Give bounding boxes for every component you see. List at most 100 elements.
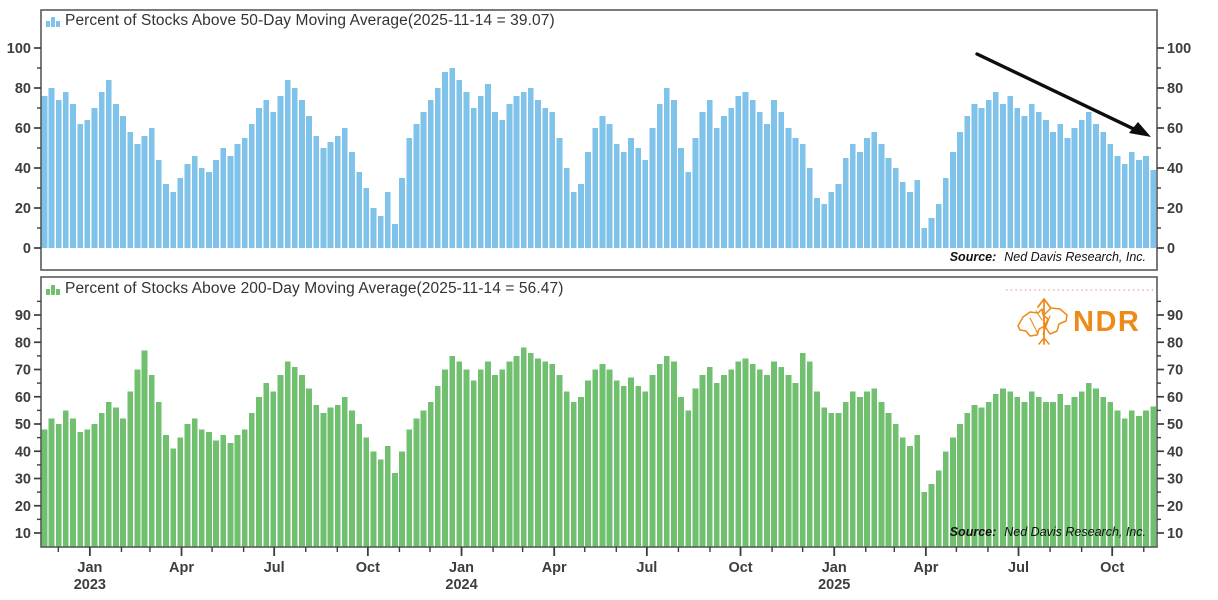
bar [492, 374, 498, 547]
y-tick-label: 70 [1167, 363, 1183, 379]
bar [835, 184, 842, 248]
bar [606, 124, 613, 248]
bar [70, 418, 76, 547]
bar [764, 374, 770, 547]
bar [1043, 402, 1049, 547]
bar [570, 402, 577, 547]
y-tick-label: 20 [1167, 499, 1183, 515]
bar [48, 88, 55, 248]
bar [249, 124, 255, 248]
bar [1064, 138, 1071, 248]
bar [306, 116, 312, 248]
bar [392, 473, 398, 547]
bar [98, 413, 105, 547]
bar [928, 483, 935, 547]
source-line-top: Source: Ned Davis Research, Inc. [950, 250, 1146, 264]
bar [442, 72, 448, 248]
bar [1064, 404, 1071, 547]
bar [792, 383, 799, 548]
bar [213, 160, 219, 248]
bar [849, 391, 856, 547]
bar [406, 138, 413, 248]
bar [370, 451, 377, 547]
bar [435, 88, 441, 248]
bar [485, 84, 491, 248]
bar [156, 160, 162, 248]
y-tick-label: 20 [15, 201, 31, 217]
bar [1150, 169, 1157, 248]
x-tick-month-label: Jan [77, 560, 102, 576]
bar [556, 138, 563, 248]
bar [449, 355, 456, 548]
bar [685, 172, 692, 248]
bar [950, 437, 956, 548]
bar [1043, 120, 1049, 248]
y-tick-label: 60 [1167, 390, 1183, 406]
x-tick-year-label: 2025 [818, 577, 850, 593]
bar [742, 358, 749, 547]
bar [284, 80, 291, 248]
bar [105, 402, 112, 547]
bar [656, 364, 663, 547]
bar [234, 144, 241, 248]
y-tick-label: 30 [15, 472, 31, 488]
bar [764, 124, 770, 248]
y-tick-label: 0 [1167, 241, 1175, 257]
bar [84, 429, 91, 547]
y-tick-label: 40 [15, 161, 31, 177]
bar [756, 112, 763, 248]
bar [1114, 410, 1121, 548]
bar [177, 178, 184, 248]
bar [234, 434, 241, 547]
bar [384, 445, 391, 547]
bar [277, 96, 284, 248]
bar [127, 391, 134, 547]
x-tick-year-label: 2024 [445, 577, 477, 593]
bar [907, 445, 913, 547]
x-tick-month-label: Apr [542, 560, 567, 576]
bar [621, 152, 627, 248]
title-200-day-chart: Percent of Stocks Above 200-Day Moving A… [46, 280, 563, 298]
source-label: Source: [949, 525, 997, 539]
bar [821, 407, 828, 547]
bar [456, 361, 463, 547]
bar [1114, 156, 1121, 248]
bar [191, 156, 198, 248]
bar [921, 228, 928, 248]
bar [542, 361, 549, 547]
y-tick-label: 80 [15, 335, 31, 351]
bar [220, 434, 227, 547]
bar [1007, 391, 1014, 547]
bar [198, 429, 205, 547]
bar [556, 374, 563, 547]
bar [771, 100, 777, 248]
bar [728, 108, 735, 248]
bar [714, 128, 720, 248]
bar [935, 470, 942, 547]
title-50-day-chart: Percent of Stocks Above 50-Day Moving Av… [46, 12, 555, 30]
bar [728, 369, 735, 547]
bar [299, 374, 305, 547]
bar [1078, 391, 1085, 547]
bar [406, 429, 413, 547]
bar [377, 216, 384, 248]
bar [649, 128, 656, 248]
bar [291, 366, 298, 547]
bar [678, 396, 684, 547]
bar [1021, 116, 1028, 248]
bar [1100, 396, 1107, 547]
y-tick-label: 80 [1167, 335, 1183, 351]
bar [742, 92, 749, 248]
bar [878, 144, 885, 248]
bar [1107, 144, 1114, 248]
bar [520, 92, 527, 248]
bar [435, 385, 441, 547]
bar [1007, 96, 1014, 248]
bar [1021, 402, 1028, 547]
bar [1086, 383, 1092, 548]
bar [1136, 160, 1142, 248]
bar [313, 404, 320, 547]
bar [663, 355, 670, 548]
bar [370, 208, 377, 248]
